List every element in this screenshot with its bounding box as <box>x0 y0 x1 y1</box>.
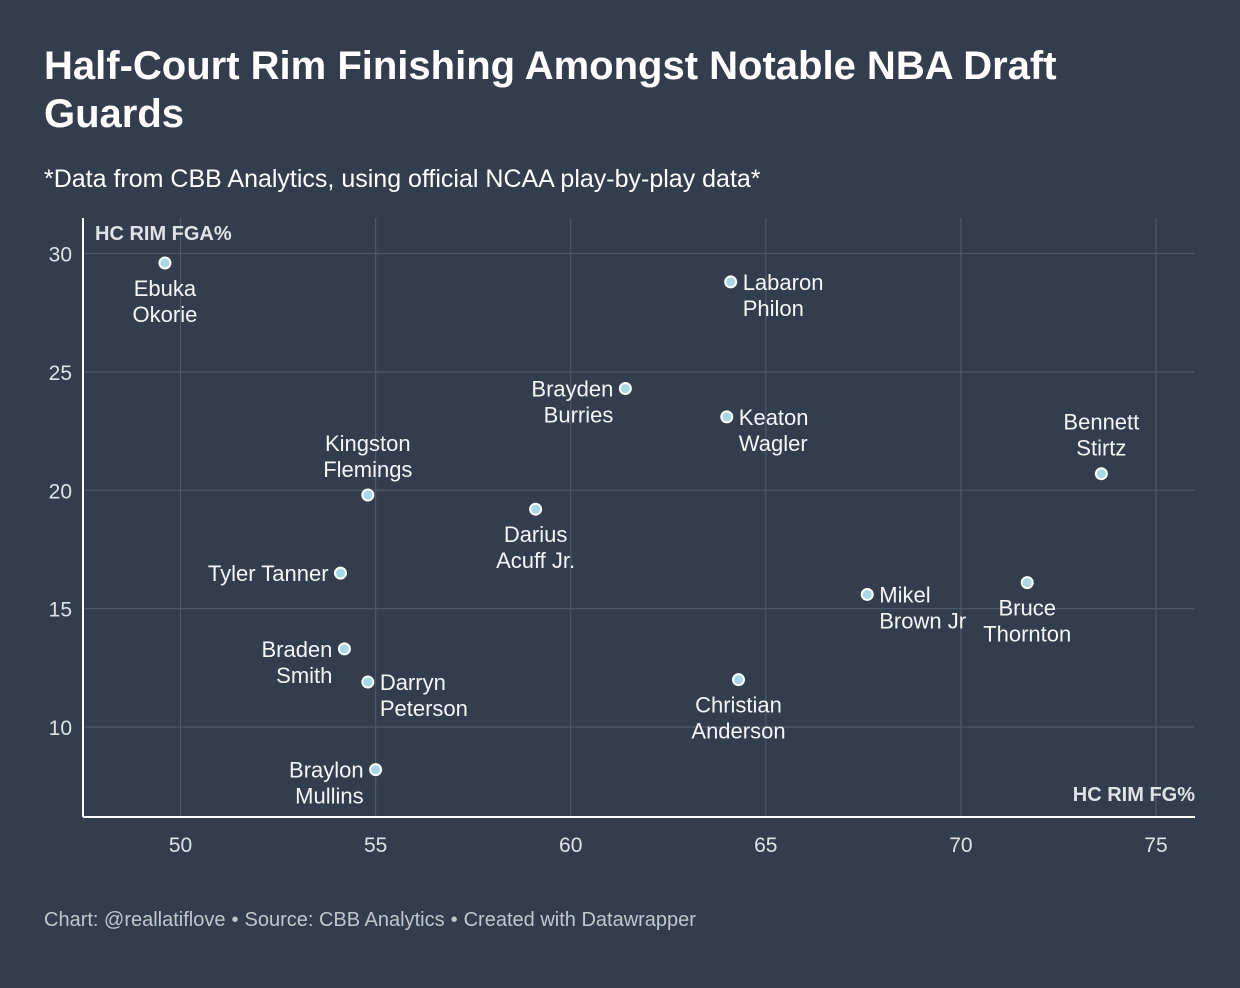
x-tick-label: 50 <box>169 834 192 857</box>
data-point <box>731 673 745 687</box>
point-labels: Ebuka Okorie Labaron Philon Brayden Burries Ke… <box>133 270 1140 809</box>
data-point <box>1020 576 1034 590</box>
footer-separator: • <box>450 909 458 931</box>
chart-footer: Chart: @reallatiflove • Source: CBB Analyt… <box>44 907 696 933</box>
y-tick-label: 30 <box>49 244 72 267</box>
footer-separator: • <box>231 909 239 931</box>
point-label: Mikel Brown Jr <box>879 582 966 633</box>
data-point <box>369 763 383 777</box>
x-tick-label: 75 <box>1144 834 1167 857</box>
point-label: Braylon Mullins <box>289 758 364 809</box>
data-point <box>618 381 632 395</box>
x-axis-title: HC RIM FG% <box>1073 784 1195 806</box>
data-point <box>337 642 351 656</box>
point-label: Darryn Peterson <box>380 670 468 721</box>
point-label: Braden Smith <box>261 637 332 688</box>
x-tick-label: 70 <box>949 834 972 857</box>
source-credit: Source: CBB Analytics <box>244 909 445 931</box>
point-label: Brayden Burries <box>531 376 613 427</box>
gridlines <box>83 218 1195 817</box>
x-tick-label: 60 <box>559 834 582 857</box>
chart-title: Half-Court Rim Finishing Amongst Notable… <box>44 44 1057 136</box>
data-point <box>724 275 738 289</box>
data-points <box>158 256 1108 777</box>
chart-subtitle: *Data from CBB Analytics, using official… <box>44 165 761 193</box>
point-label: Labaron Philon <box>743 270 824 321</box>
data-point <box>529 502 543 516</box>
data-point <box>860 587 874 601</box>
data-point <box>158 256 172 270</box>
point-label: Keaton Wagler <box>739 405 809 456</box>
point-label: Bennett Stirtz <box>1063 410 1139 461</box>
point-label: Kingston Flemings <box>323 431 412 482</box>
data-point <box>720 410 734 424</box>
y-tick-label: 25 <box>49 362 72 385</box>
point-label: Ebuka Okorie <box>133 276 198 327</box>
created-with-credit: Created with Datawrapper <box>463 909 696 931</box>
x-tick-label: 65 <box>754 834 777 857</box>
y-tick-label: 10 <box>49 717 72 740</box>
point-label: Darius Acuff Jr. <box>496 522 575 573</box>
point-label: Bruce Thornton <box>983 596 1071 647</box>
y-tick-label: 20 <box>49 480 72 503</box>
y-axis-title: HC RIM FGA% <box>95 223 232 245</box>
data-point <box>1094 467 1108 481</box>
axes: 50 55 60 65 70 75 10 15 20 25 30 HC RIM FGA% HC RIM … <box>49 218 1195 857</box>
y-tick-label: 15 <box>49 599 72 622</box>
data-point <box>361 675 375 689</box>
x-tick-label: 55 <box>364 834 387 857</box>
chart-credit: Chart: @reallatiflove <box>44 909 226 931</box>
data-point <box>361 488 375 502</box>
point-label: Christian Anderson <box>691 693 785 744</box>
point-label: Tyler Tanner <box>208 561 329 586</box>
data-point <box>334 566 348 580</box>
